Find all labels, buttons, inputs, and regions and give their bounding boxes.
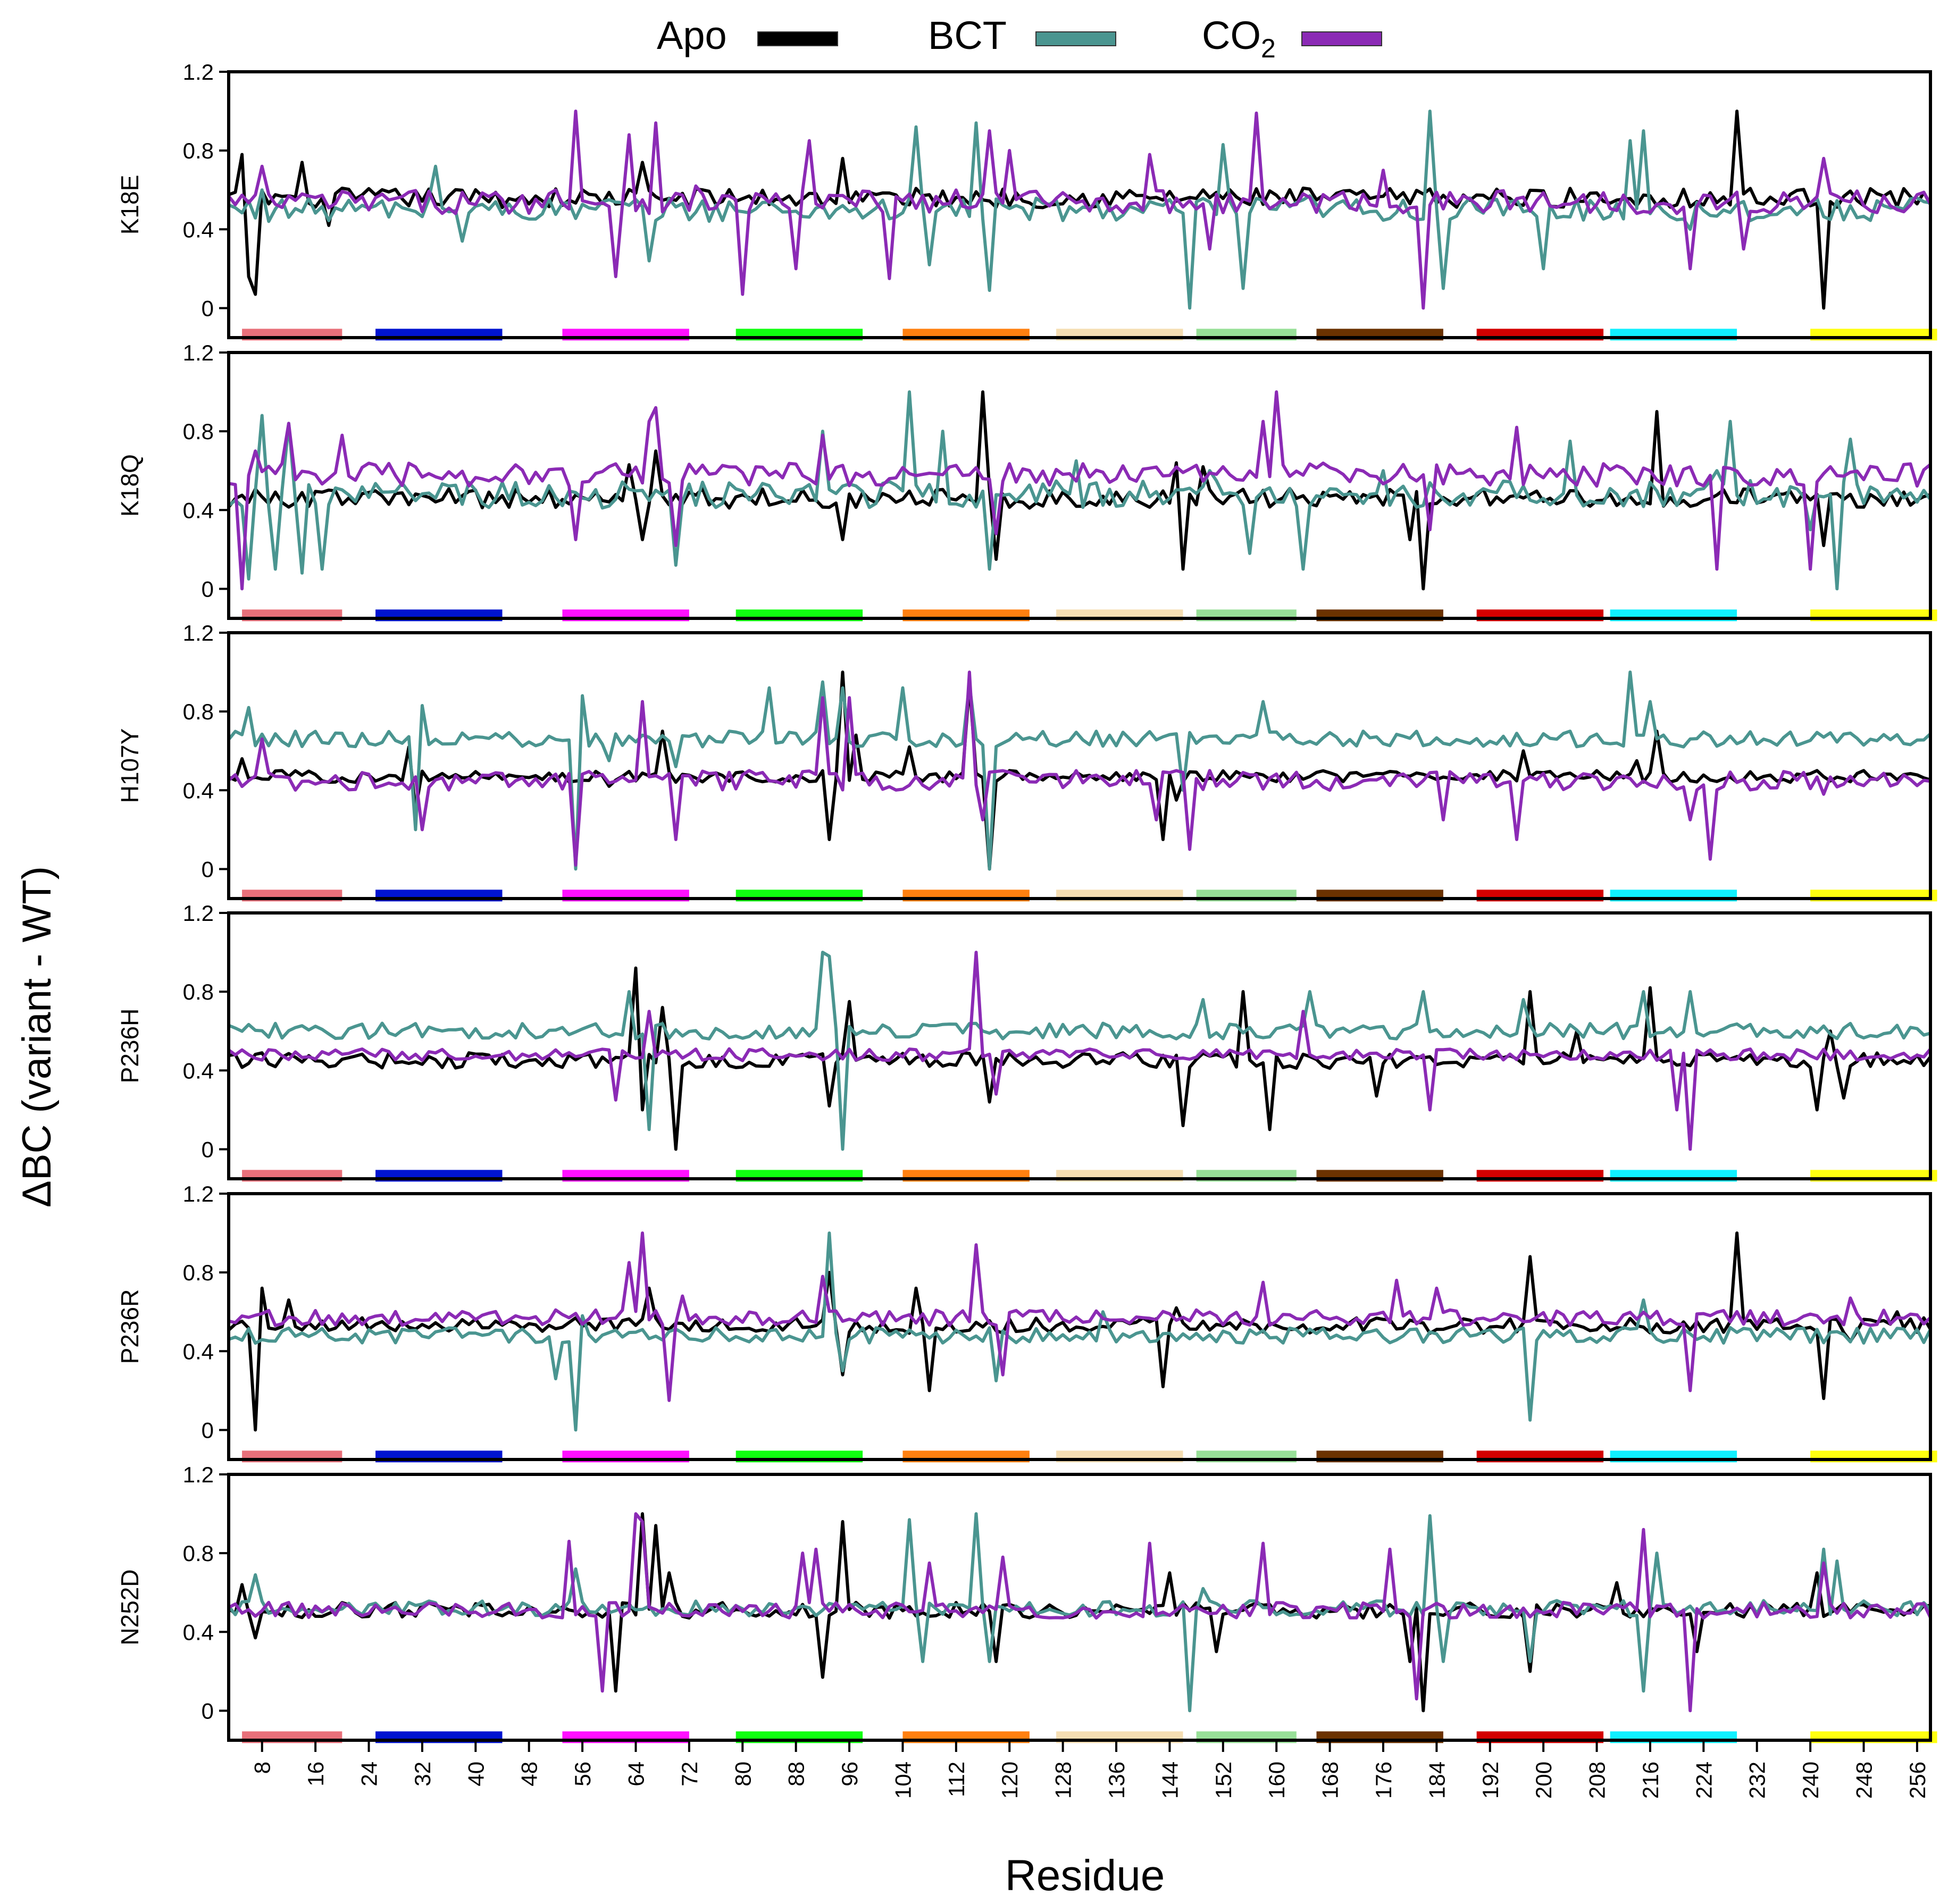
panel-label: N252D [116,1569,144,1645]
y-axis-title: ΔBC (variant - WT) [14,866,60,1207]
y-tick-label: 0.4 [183,778,214,803]
x-tick-label: 8 [250,1762,275,1774]
legend: Apo BCT CO2 [657,13,1382,63]
y-tick-label: 1.2 [183,620,214,645]
x-tick-label: 232 [1745,1762,1770,1799]
panel-k18e: K18E 0 0.4 0.8 1.2 [116,60,1937,341]
y-tick-label: 0.8 [183,979,214,1004]
series-line-co2 [227,110,1932,310]
x-tick-label: 256 [1905,1762,1930,1799]
panel-frame [227,351,1932,620]
legend-swatch-co2 [1301,31,1382,46]
panel-frame [227,70,1932,339]
series-line-apo [228,110,1932,310]
panel-label: P236R [116,1289,144,1364]
panel-frame [227,911,1932,1180]
x-tick-label: 32 [410,1762,435,1786]
y-tick-label: 1.2 [183,340,214,365]
y-tick-label: 0.8 [183,699,214,724]
y-tick-label: 0 [202,1698,214,1723]
y-tick-label: 0 [202,1137,214,1162]
x-tick-label: 64 [623,1762,648,1786]
x-tick-label: 144 [1157,1762,1182,1799]
y-tick-label: 0.4 [183,217,214,242]
x-tick-label: 160 [1264,1762,1289,1799]
series-line-apo [227,1231,1932,1432]
panel-frame [227,1192,1932,1461]
series-line-bct [228,390,1932,591]
x-tick-label: 16 [303,1762,328,1786]
panel-label: K18Q [116,454,144,517]
panel-frame [227,1473,1932,1742]
panel-p236r: P236R 0 0.4 0.8 1.2 [116,1181,1937,1463]
x-tick-label: 88 [784,1762,809,1786]
series-line-co2 [228,390,1932,591]
x-tick-label: 168 [1318,1762,1343,1799]
x-tick-label: 208 [1585,1762,1610,1799]
y-tick-label: 1.2 [183,1462,214,1487]
panel-label: H107Y [116,728,144,803]
panel-n252d: N252D 0 0.4 0.8 1.2 [116,1462,1937,1743]
series-line-bct [228,951,1931,1151]
panel-p236h: P236H 0 0.4 0.8 1.2 [116,901,1937,1182]
y-tick-label: 0.8 [183,1260,214,1285]
y-tick-label: 0 [202,296,214,321]
legend-label-bct: BCT [928,13,1007,57]
series-line-apo [227,390,1931,591]
series-line-bct [227,670,1932,871]
x-tick-label: 80 [730,1762,755,1786]
y-tick-label: 0 [202,857,214,882]
x-tick-label: 104 [890,1762,915,1799]
x-tick-label: 96 [837,1762,862,1786]
legend-swatch-bct [1035,31,1116,46]
x-tick-label: 176 [1371,1762,1396,1799]
legend-label-co2: CO2 [1202,13,1276,63]
x-axis-title: Residue [1005,1851,1165,1900]
panel-label: P236H [116,1009,144,1084]
series-line-co2 [228,1231,1932,1402]
x-tick-label: 216 [1638,1762,1663,1799]
x-tick-label: 224 [1691,1762,1716,1799]
y-tick-label: 1.2 [183,1181,214,1206]
x-tick-label: 192 [1478,1762,1503,1799]
x-tick-label: 152 [1211,1762,1236,1799]
y-tick-label: 0.8 [183,1541,214,1566]
series-line-apo [228,670,1931,871]
y-tick-label: 0 [202,576,214,601]
x-tick-label: 240 [1798,1762,1823,1799]
panel-label: K18E [116,175,144,235]
panel-h107y: H107Y 0 0.4 0.8 1.2 [116,620,1937,902]
legend-swatch-apo [757,31,838,46]
x-tick-label: 112 [944,1762,969,1797]
x-tick-label: 48 [517,1762,542,1786]
series-line-co2 [228,951,1932,1151]
panel-frame [227,631,1932,900]
x-axis: 8 16 24 32 40 48 56 64 72 80 88 96 104 112 120 128 136 14… [250,1740,1930,1799]
x-tick-label: 56 [570,1762,595,1786]
y-tick-label: 0.8 [183,138,214,163]
y-tick-label: 0.4 [183,498,214,523]
x-tick-label: 72 [677,1762,702,1786]
series-line-co2 [228,670,1931,867]
x-tick-label: 120 [997,1762,1022,1799]
legend-label-apo: Apo [657,13,727,57]
x-tick-label: 136 [1104,1762,1129,1799]
panels: K18E 0 0.4 0.8 1.2 K18Q 0 0.4 0.8 1.2 H107Y 0 0.4 0.8… [116,60,1937,1743]
panel-k18q: K18Q 0 0.4 0.8 1.2 [116,340,1937,622]
y-tick-label: 0 [202,1417,214,1442]
y-tick-label: 0.4 [183,1339,214,1364]
y-tick-label: 0.8 [183,419,214,444]
x-tick-label: 24 [357,1762,382,1786]
x-tick-label: 40 [463,1762,488,1786]
y-tick-label: 0.4 [183,1620,214,1645]
y-tick-label: 0.4 [183,1058,214,1083]
y-tick-label: 1.2 [183,60,214,85]
series-line-co2 [228,1512,1932,1713]
x-tick-label: 248 [1852,1762,1877,1799]
x-tick-label: 200 [1531,1762,1556,1799]
x-tick-label: 184 [1424,1762,1449,1799]
y-tick-label: 1.2 [183,901,214,926]
x-tick-label: 128 [1051,1762,1076,1799]
